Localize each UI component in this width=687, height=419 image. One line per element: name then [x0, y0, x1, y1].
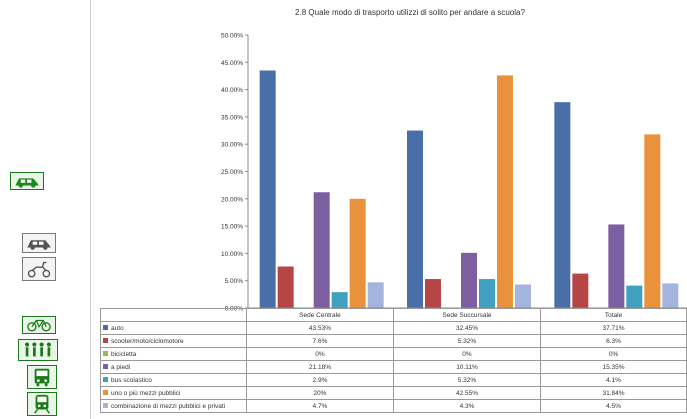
category-label: Sede Centrale [247, 309, 394, 322]
y-tick-label: 25.00% [221, 169, 243, 176]
bar [350, 199, 366, 308]
legend-swatch [103, 403, 108, 408]
data-table: Sede Centrale Sede Succursale Totale auto 43… [100, 308, 687, 413]
data-label: 15.35% [541, 361, 687, 374]
legend-label: bicicletta [111, 351, 136, 358]
data-label: 31.84% [541, 387, 687, 400]
y-tick-label: 50.00% [221, 33, 243, 40]
y-tick-label: 40.00% [221, 87, 243, 94]
legend-label: uno o più mezzi pubblici [111, 390, 180, 397]
data-label: 4.5% [541, 400, 687, 413]
legend-label: a piedi [111, 364, 130, 371]
legend-swatch [103, 377, 108, 382]
data-label: 4.7% [247, 400, 394, 413]
y-tick-label: 5.00% [225, 278, 244, 285]
bar [662, 283, 678, 308]
legend-swatch [103, 351, 108, 356]
legend-entry: scooter/moto/ciclomotore [101, 335, 247, 348]
y-tick-label: 10.00% [221, 251, 243, 258]
y-tick-label: 35.00% [221, 114, 243, 121]
data-label: 37.71% [541, 322, 687, 335]
bar [572, 274, 588, 308]
bar [314, 192, 330, 308]
bar [515, 285, 531, 308]
y-tick-label: 20.00% [221, 196, 243, 203]
data-label: 4.1% [541, 374, 687, 387]
legend-entry: bicicletta [101, 348, 247, 361]
bar [644, 134, 660, 308]
data-label: 5.32% [393, 335, 540, 348]
category-label: Totale [541, 309, 687, 322]
legend-swatch [103, 325, 108, 330]
data-label: 42.55% [393, 387, 540, 400]
bar [554, 102, 570, 308]
legend-entry: combinazione di mezzi pubblici e privati [101, 400, 247, 413]
bar [608, 224, 624, 308]
category-label: Sede Succursale [393, 309, 540, 322]
data-label: 20% [247, 387, 394, 400]
bar [332, 292, 348, 308]
legend-swatch [103, 390, 108, 395]
table-row: scooter/moto/ciclomotore 7.6% 5.32% 6.3% [101, 335, 687, 348]
legend-entry: uno o più mezzi pubblici [101, 387, 247, 400]
bar [626, 286, 642, 308]
data-label: 10.11% [393, 361, 540, 374]
bar [497, 75, 513, 308]
data-label: 32.45% [393, 322, 540, 335]
legend-entry: a piedi [101, 361, 247, 374]
data-label: 6.3% [541, 335, 687, 348]
data-label: 0% [541, 348, 687, 361]
bar [461, 253, 477, 308]
table-row: auto 43.53% 32.45% 37.71% [101, 322, 687, 335]
bar [407, 131, 423, 308]
y-tick-label: 15.00% [221, 224, 243, 231]
legend-label: bus scolastico [111, 377, 152, 384]
table-header-row: Sede Centrale Sede Succursale Totale [101, 309, 687, 322]
data-label: 4.3% [393, 400, 540, 413]
data-label: 2.9% [247, 374, 394, 387]
table-row: a piedi 21.18% 10.11% 15.35% [101, 361, 687, 374]
data-label: 43.53% [247, 322, 394, 335]
y-tick-label: 30.00% [221, 142, 243, 149]
table-row: combinazione di mezzi pubblici e privati… [101, 400, 687, 413]
data-label: 5.32% [393, 374, 540, 387]
table-corner [101, 309, 247, 322]
y-tick-label: 45.00% [221, 60, 243, 67]
bar [425, 279, 441, 308]
legend-entry: auto [101, 322, 247, 335]
legend-label: combinazione di mezzi pubblici e privati [111, 403, 225, 410]
legend-entry: bus scolastico [101, 374, 247, 387]
data-label: 7.6% [247, 335, 394, 348]
data-label: 0% [247, 348, 394, 361]
bar [278, 267, 294, 308]
table-row: uno o più mezzi pubblici 20% 42.55% 31.84% [101, 387, 687, 400]
data-label: 21.18% [247, 361, 394, 374]
bar [260, 70, 276, 308]
legend-swatch [103, 364, 108, 369]
bar [479, 279, 495, 308]
legend-label: scooter/moto/ciclomotore [111, 338, 184, 345]
legend-swatch [103, 338, 108, 343]
data-label: 0% [393, 348, 540, 361]
table-row: bus scolastico 2.9% 5.32% 4.1% [101, 374, 687, 387]
legend-label: auto [111, 325, 124, 332]
table-row: bicicletta 0% 0% 0% [101, 348, 687, 361]
bar [368, 282, 384, 308]
